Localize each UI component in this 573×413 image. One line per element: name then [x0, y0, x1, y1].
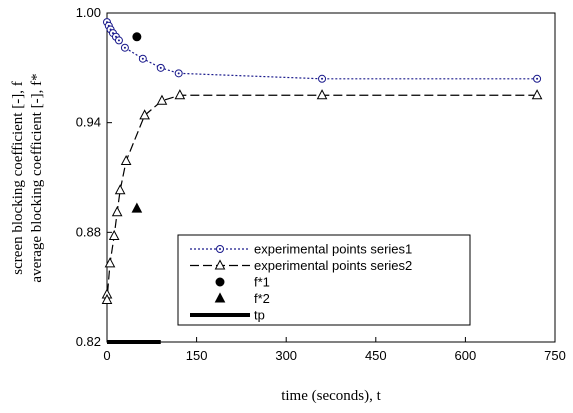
data-point: [131, 202, 143, 213]
data-point: [104, 257, 116, 268]
data-point: [132, 32, 142, 42]
data-point: [156, 94, 168, 105]
marker-dot: [159, 66, 162, 69]
data-point: [120, 154, 132, 166]
plot-frame: [106, 12, 556, 343]
legend-label: tp: [254, 308, 265, 323]
x-tick-label: 0: [103, 348, 110, 363]
legend-label: experimental points series2: [254, 258, 412, 273]
y-tick-label: 0.82: [76, 334, 101, 349]
legend: [177, 234, 471, 326]
x-tick-label: 750: [544, 348, 566, 363]
data-point: [108, 229, 120, 240]
marker-dot: [114, 35, 117, 38]
y-tick-label: 1.00: [76, 5, 101, 20]
legend-marker: [214, 292, 226, 303]
data-point: [139, 109, 150, 120]
data-point: [101, 293, 113, 304]
marker-dot: [219, 248, 221, 250]
legend-marker: [214, 259, 226, 270]
marker-dot: [111, 32, 114, 35]
series-line: [106, 94, 538, 301]
marker-dot: [321, 77, 324, 80]
marker-dot: [141, 57, 144, 60]
legend-label: experimental points series1: [254, 242, 412, 257]
series-line: [106, 21, 538, 80]
legend-label: f*1: [254, 275, 270, 290]
data-point: [114, 184, 126, 195]
x-tick-label: 450: [365, 348, 387, 363]
marker-dot: [536, 77, 539, 80]
x-tick-label: 150: [186, 348, 208, 363]
y-tick-label: 0.94: [76, 115, 101, 130]
data-point: [531, 89, 543, 100]
data-point: [174, 89, 186, 100]
y-tick-label: 0.88: [76, 224, 101, 239]
marker-dot: [117, 39, 120, 42]
x-axis-label: time (seconds), t: [281, 388, 381, 404]
data-point: [316, 89, 328, 100]
x-tick-label: 600: [455, 348, 477, 363]
marker-dot: [123, 46, 126, 49]
y-axis-label: average blocking coefficient [-], f*: [29, 73, 45, 282]
y-axis-label: screen blocking coefficient [-], f: [10, 81, 26, 274]
data-point: [111, 206, 123, 217]
legend-label: f*2: [254, 291, 270, 306]
marker-dot: [177, 72, 180, 75]
x-tick-label: 300: [275, 348, 297, 363]
legend-marker: [215, 277, 225, 287]
